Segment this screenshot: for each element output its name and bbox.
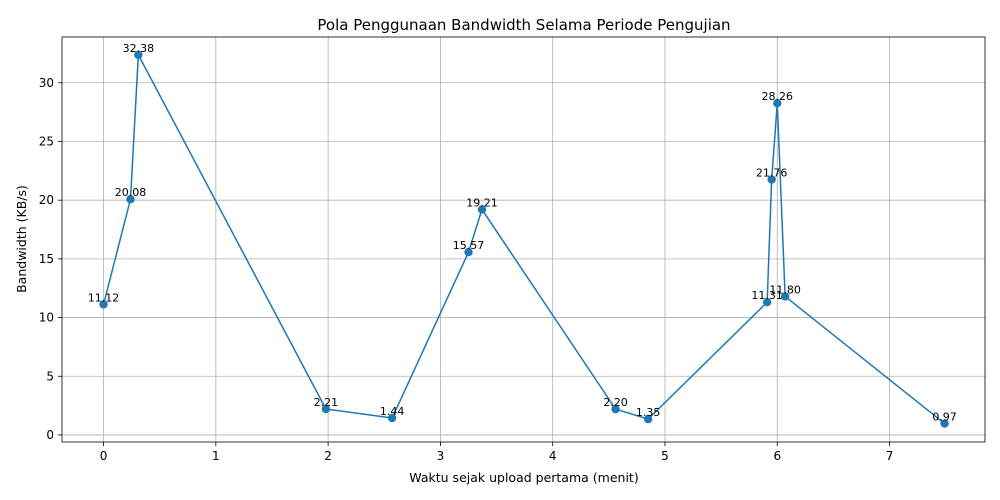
data-label: 2.20 [603,396,628,409]
y-axis-label: Bandwidth (KB/s) [14,185,29,293]
data-point [126,195,135,204]
data-label: 21.76 [756,167,788,180]
data-point [780,292,790,301]
data-label: 1.44 [380,405,405,418]
data-point [387,413,397,423]
data-point [773,99,782,108]
data-label: 2.21 [314,396,339,409]
data-label: 20.08 [115,186,147,199]
data-label: 11.31 [751,289,783,302]
data-label: 15.57 [453,239,485,252]
x-tick-label: 2 [324,449,332,463]
data-point [99,300,108,309]
data-point [477,205,487,214]
x-tick-label: 0 [100,449,108,463]
data-point [643,414,653,424]
x-tick-label: 3 [437,449,445,463]
series-layer [99,50,949,428]
y-tick-label: 5 [46,369,54,383]
data-label: 19.21 [466,196,498,209]
series-line [102,54,946,425]
y-tick-label: 20 [39,193,54,207]
x-axis-label: Waktu sejak upload pertama (menit) [409,470,638,485]
data-point [321,404,331,414]
data-label: 28.26 [762,90,794,103]
y-tick-label: 30 [39,76,54,90]
data-label-layer: 11.12 20.08 32.38 2.21 1.44 15.57 19.21 2.20 1.3… [88,42,957,424]
data-label: 32.38 [123,42,155,55]
data-point [767,175,776,184]
y-tick-label: 15 [39,252,54,266]
x-tick-label: 4 [549,449,557,463]
y-tick-label: 25 [39,134,54,148]
x-tick-label: 7 [886,449,894,463]
data-point [940,419,949,428]
x-tick-label: 6 [773,449,781,463]
plot-frame [61,36,986,443]
chart-title: Pola Penggunaan Bandwidth Selama Periode… [317,16,730,34]
grid-layer [62,37,985,442]
y-tick-label: 10 [39,311,54,325]
data-label: 0.97 [932,411,957,424]
x-tick-label: 5 [661,449,669,463]
data-label: 11.12 [88,291,120,304]
data-label: 11.80 [769,283,801,296]
y-tick-label: 0 [46,428,54,442]
data-point [611,404,620,414]
x-tick-label: 1 [212,449,220,463]
data-label: 1.35 [636,406,661,419]
data-point [134,50,143,60]
data-point [464,247,473,257]
axes-layer: 0 1 2 3 4 5 6 7 0 5 10 15 20 25 30 [39,36,986,463]
data-point [762,297,772,307]
